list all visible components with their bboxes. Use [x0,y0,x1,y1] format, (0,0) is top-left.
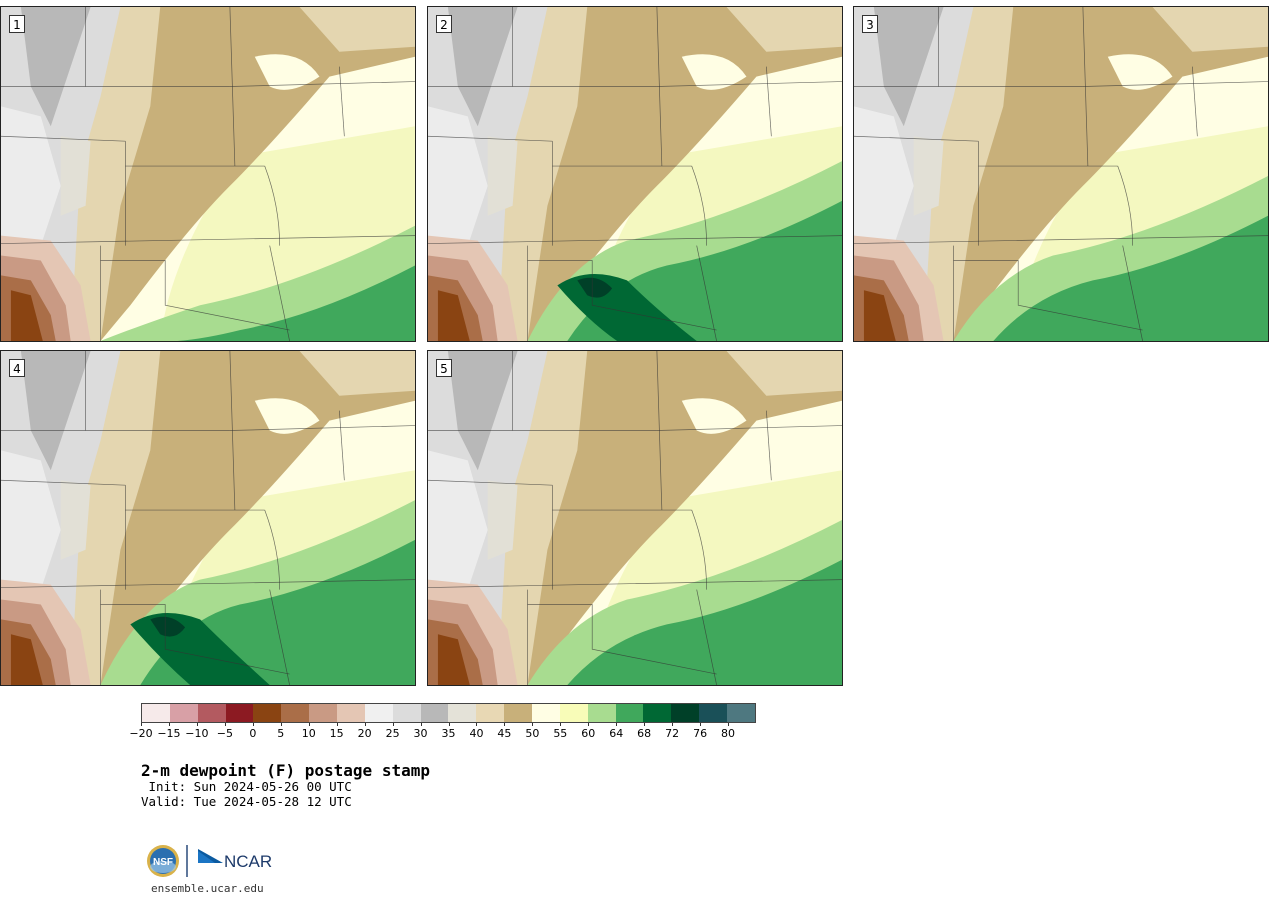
colorbar-swatch [504,704,533,722]
colorbar-swatch [559,704,588,722]
colorbar-swatch [197,704,226,722]
colorbar-swatch [225,704,254,722]
map-panel-5: 5 [427,350,843,686]
colorbar-tick-label: 55 [553,727,568,740]
colorbar-tick [588,723,590,726]
colorbar-tick-labels: −20 −15 −10 −5 0 5 10 15 20 25 30 35 40 45 50 55 60 64 68 7… [129,727,756,741]
map-panel-3: 3 [853,6,1269,342]
colorbar-tick-label: 15 [329,727,344,740]
nsf-logo-icon: NSF [147,845,179,877]
colorbar-swatch [448,704,477,722]
colorbar-swatch [476,704,505,722]
dewpoint-map-2 [428,7,842,341]
colorbar-swatch [420,704,449,722]
panel-number-badge: 1 [9,15,25,33]
colorbar-tick-label: 35 [441,727,456,740]
colorbar-tick [392,723,394,726]
colorbar-tick [336,723,338,726]
colorbar-tick-label: 80 [721,727,736,740]
colorbar-swatch [253,704,282,722]
colorbar-tick [196,723,198,726]
colorbar-tick [224,723,226,726]
colorbar-swatch [337,704,365,722]
colorbar-tick [280,723,282,726]
page-title: 2-m dewpoint (F) postage stamp [141,761,430,780]
colorbar-tick-label: 10 [301,727,316,740]
colorbar-tick [728,723,730,726]
colorbar-tick-label: −10 [185,727,209,740]
map-panel-1: 1 [0,6,416,342]
colorbar-tick [168,723,170,726]
init-time: Init: Sun 2024-05-26 00 UTC [141,779,352,794]
colorbar-tick [644,723,646,726]
ncar-logo-text: NCAR [224,852,272,871]
colorbar-tick [560,723,562,726]
dewpoint-map-1 [1,7,415,341]
valid-time: Valid: Tue 2024-05-28 12 UTC [141,794,352,809]
colorbar-swatch [281,704,310,722]
colorbar-tick [252,723,254,726]
colorbar-tick-label: 40 [469,727,484,740]
panel-number-badge: 5 [436,359,452,377]
colorbar-tick [616,723,618,726]
colorbar-tick-label: 76 [693,727,708,740]
colorbar-tick-label: 68 [637,727,652,740]
panel-number-badge: 4 [9,359,25,377]
colorbar-tick [504,723,506,726]
nsf-logo-text: NSF [153,857,173,868]
colorbar-swatch [587,704,616,722]
colorbar-swatch [643,704,672,722]
colorbar-swatch [532,704,560,722]
site-url: ensemble.ucar.edu [151,882,264,895]
colorbar-tick [448,723,450,726]
colorbar-tick [308,723,310,726]
dewpoint-map-4 [1,351,415,685]
colorbar-swatch [615,704,644,722]
colorbar-swatch [727,704,755,722]
colorbar-tick-label: 45 [497,727,512,740]
colorbar-swatch [309,704,338,722]
colorbar-tick-label: 50 [525,727,540,740]
colorbar-tick-label: −15 [157,727,181,740]
colorbar-tick [672,723,674,726]
colorbar-tick [141,723,142,726]
colorbar-tick [476,723,478,726]
colorbar-tick-label: −20 [129,727,153,740]
panel-number-badge: 3 [862,15,878,33]
colorbar-swatch [142,704,170,722]
colorbar-swatch [392,704,421,722]
colorbar-tick [364,723,366,726]
colorbar [141,703,756,723]
colorbar-swatch [169,704,198,722]
map-panel-4: 4 [0,350,416,686]
logos: NSF NCAR [145,843,275,879]
colorbar-tick-label: 72 [665,727,680,740]
colorbar-tick [420,723,422,726]
colorbar-tick-label: 0 [249,727,257,740]
colorbar-swatch [699,704,728,722]
colorbar-swatch [671,704,700,722]
panel-number-badge: 2 [436,15,452,33]
colorbar-tick-label: 30 [413,727,428,740]
colorbar-tick [700,723,702,726]
colorbar-tick-label: 64 [609,727,624,740]
colorbar-tick-label: 60 [581,727,596,740]
dewpoint-map-3 [854,7,1268,341]
colorbar-tick-label: 5 [277,727,285,740]
map-panel-2: 2 [427,6,843,342]
colorbar-tick-label: 20 [357,727,372,740]
colorbar-tick-label: 25 [385,727,400,740]
colorbar-swatch [364,704,393,722]
dewpoint-map-5 [428,351,842,685]
ncar-logo-icon: NCAR [198,849,272,871]
colorbar-tick [532,723,534,726]
colorbar-tick-label: −5 [216,727,233,740]
